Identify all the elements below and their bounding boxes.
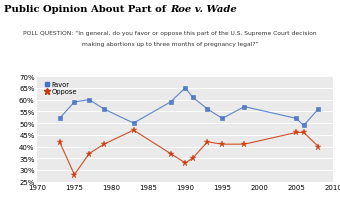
Text: making abortions up to three months of pregnancy legal?”: making abortions up to three months of p… bbox=[82, 41, 258, 46]
Legend: Favor, Oppose: Favor, Oppose bbox=[44, 81, 78, 95]
Text: Roe v. Wade: Roe v. Wade bbox=[170, 5, 237, 14]
Text: POLL QUESTION: “In general, do you favor or oppose this part of the U.S. Supreme: POLL QUESTION: “In general, do you favor… bbox=[23, 31, 317, 36]
Text: U.S. Public Opinion About Part of: U.S. Public Opinion About Part of bbox=[0, 5, 170, 14]
